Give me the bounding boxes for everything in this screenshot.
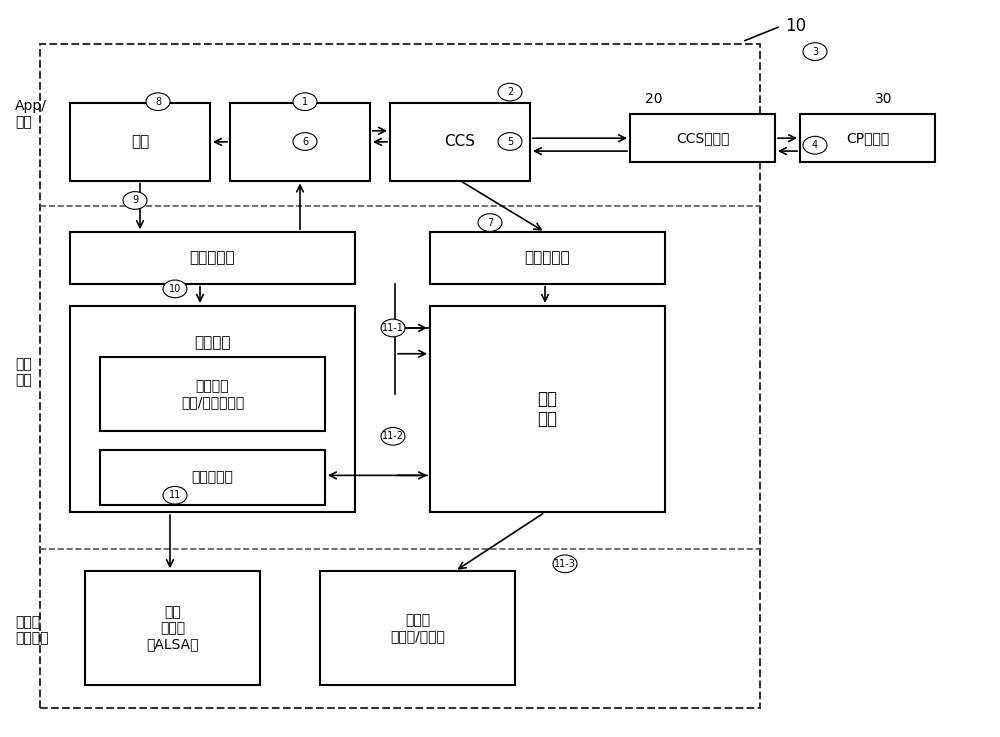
Text: 流: 流 [295,134,305,150]
Text: 音频
子系统
（ALSA）: 音频 子系统 （ALSA） [146,605,199,652]
Text: 播放引擎: 播放引擎 [194,335,231,350]
Text: 媒体: 媒体 [131,134,149,150]
Text: 10: 10 [169,284,181,294]
Text: 11: 11 [169,490,181,500]
Circle shape [381,319,405,337]
Text: 11-1: 11-1 [382,323,404,333]
Text: 内核和
管理程序: 内核和 管理程序 [15,615,48,645]
Text: 播放引擎
（流/缓存文件）: 播放引擎 （流/缓存文件） [181,380,244,409]
Circle shape [803,43,827,60]
Text: 数据处理器: 数据处理器 [192,470,233,484]
FancyBboxPatch shape [70,103,210,181]
FancyBboxPatch shape [85,571,260,685]
Text: 20: 20 [645,92,662,106]
Text: 9: 9 [132,195,138,206]
Circle shape [123,192,147,209]
Circle shape [803,136,827,154]
Text: CCS: CCS [444,134,476,150]
Text: 7: 7 [487,217,493,228]
Text: App/
服务: App/ 服务 [15,99,47,129]
Text: 30: 30 [875,92,893,106]
FancyBboxPatch shape [430,232,665,284]
Text: 8: 8 [155,97,161,107]
FancyBboxPatch shape [230,103,370,181]
FancyBboxPatch shape [390,103,530,181]
Circle shape [498,133,522,150]
Text: 10: 10 [785,17,806,35]
Text: CCS服务器: CCS服务器 [676,131,729,145]
FancyBboxPatch shape [100,357,325,431]
FancyBboxPatch shape [320,571,515,685]
FancyBboxPatch shape [800,114,935,162]
Circle shape [293,133,317,150]
Text: 11-2: 11-2 [382,431,404,441]
Circle shape [553,555,577,573]
Text: 信任区
（编码/解码）: 信任区 （编码/解码） [390,613,445,643]
Circle shape [293,93,317,111]
Circle shape [163,280,187,298]
FancyBboxPatch shape [630,114,775,162]
Text: 2: 2 [507,87,513,97]
Circle shape [163,486,187,504]
Circle shape [498,83,522,101]
Text: 4: 4 [812,140,818,150]
Text: 本地
服务: 本地 服务 [15,357,32,387]
Circle shape [146,93,170,111]
Text: 1: 1 [302,97,308,107]
Text: 6: 6 [302,136,308,147]
Text: 媒体管理器: 媒体管理器 [190,251,235,265]
Text: 缓存管理器: 缓存管理器 [525,251,570,265]
Text: CP服务器: CP服务器 [846,131,889,145]
Circle shape [381,427,405,445]
Text: 5: 5 [507,136,513,147]
FancyBboxPatch shape [70,232,355,284]
FancyBboxPatch shape [70,306,355,512]
FancyBboxPatch shape [100,450,325,505]
Text: 3: 3 [812,46,818,57]
Text: 11-3: 11-3 [554,559,576,569]
Circle shape [478,214,502,231]
FancyBboxPatch shape [430,306,665,512]
Text: 安全
引擎: 安全 引擎 [538,390,558,428]
